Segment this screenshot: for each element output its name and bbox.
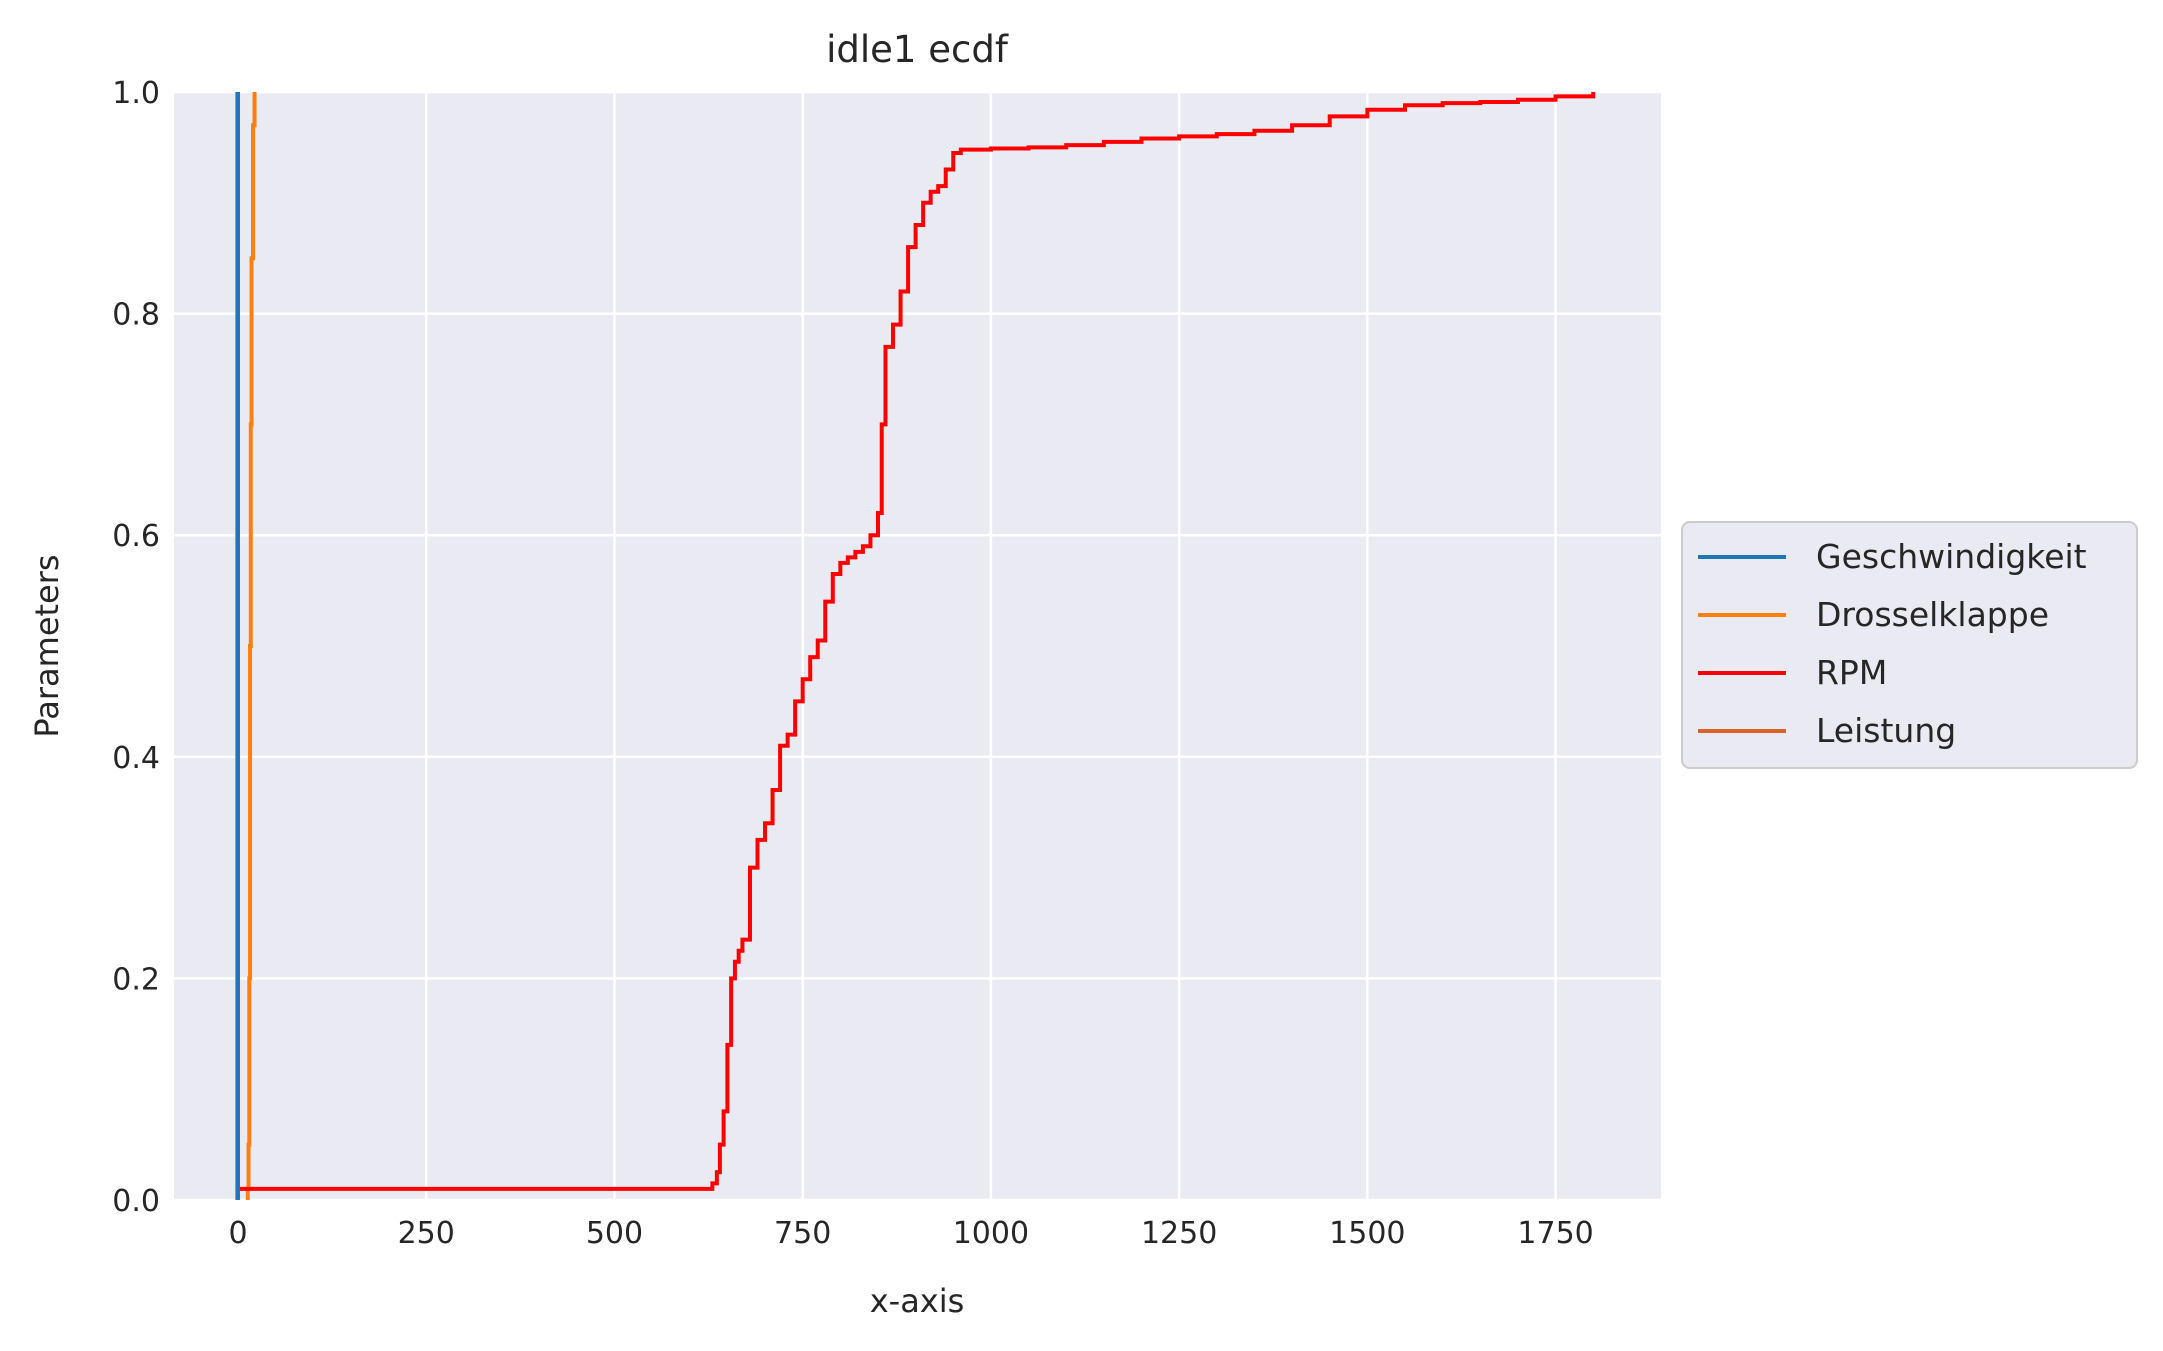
y-tick-labels: 0.0 0.2 0.4 0.6 0.8 1.0 xyxy=(112,76,160,1219)
y-tick-label: 0.6 xyxy=(112,519,160,554)
series-lines xyxy=(235,92,1596,1200)
x-tick-label: 0 xyxy=(228,1216,247,1251)
x-tick-label: 250 xyxy=(398,1216,455,1251)
y-gridlines xyxy=(174,90,1661,1202)
legend-label: Geschwindigkeit xyxy=(1816,537,2087,576)
x-tick-label: 1250 xyxy=(1141,1216,1217,1251)
y-tick-label: 0.4 xyxy=(112,741,160,776)
y-tick-label: 0.0 xyxy=(112,1184,160,1219)
legend-items: Geschwindigkeit Drosselklappe RPM Leistung xyxy=(1698,537,2087,750)
x-tick-labels: 0 250 500 750 1000 1250 1500 1750 xyxy=(228,1216,1593,1251)
legend-box xyxy=(1681,521,2138,769)
y-axis-label: Parameters xyxy=(28,554,66,737)
series-line-drosselklappe xyxy=(245,92,257,1200)
y-tick-label: 0.8 xyxy=(112,298,160,333)
x-tick-label: 750 xyxy=(774,1216,831,1251)
x-axis-label: x-axis xyxy=(870,1282,965,1320)
y-tick-label: 0.2 xyxy=(112,962,160,997)
chart-title: idle1 ecdf xyxy=(826,28,1009,71)
legend-label: RPM xyxy=(1816,653,1887,692)
x-tick-label: 1000 xyxy=(953,1216,1029,1251)
x-gridlines xyxy=(236,92,1557,1200)
x-tick-label: 1500 xyxy=(1329,1216,1405,1251)
x-tick-label: 1750 xyxy=(1517,1216,1593,1251)
legend-label: Leistung xyxy=(1816,711,1956,750)
plot-background xyxy=(174,92,1661,1200)
x-tick-label: 500 xyxy=(586,1216,643,1251)
legend-label: Drosselklappe xyxy=(1816,595,2049,634)
series-line-rpm xyxy=(238,92,1596,1191)
legend: Geschwindigkeit Drosselklappe RPM Leistung xyxy=(1681,521,2138,769)
y-tick-label: 1.0 xyxy=(112,76,160,111)
